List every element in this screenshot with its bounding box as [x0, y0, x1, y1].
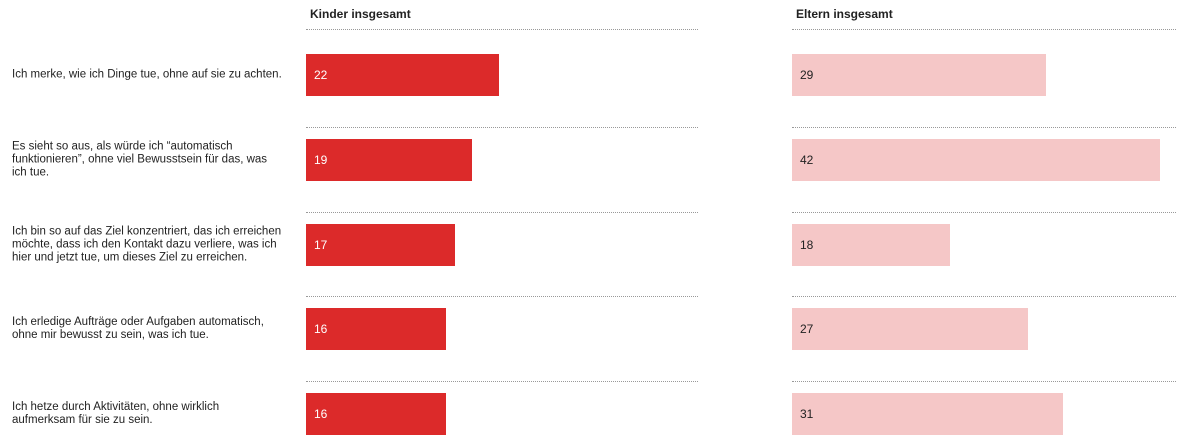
value-label: 27: [800, 322, 814, 337]
value-label: 18: [800, 237, 814, 252]
separator: [792, 381, 1177, 382]
separator: [306, 211, 698, 213]
bar: [306, 393, 446, 435]
separator: [792, 126, 1177, 128]
separator: [792, 29, 1177, 30]
value-label: 19: [314, 152, 328, 167]
value-label: 17: [314, 237, 328, 252]
value-label: 31: [800, 407, 814, 421]
value-label: 42: [800, 152, 814, 167]
bar: [306, 308, 446, 351]
category-label: Ich bin so auf das Ziel konzentriert, da…: [12, 225, 282, 263]
separator: [306, 126, 698, 128]
value-label: 16: [314, 407, 328, 421]
category-label: Es sieht so aus, als würde ich “automati…: [12, 140, 268, 179]
value-label: 22: [314, 68, 328, 82]
bar: [792, 223, 950, 266]
bar: [306, 223, 455, 266]
category-label: Ich merke, wie ich Dinge tue, ohne auf s…: [12, 68, 282, 81]
panel-header: Eltern insgesamt: [796, 7, 893, 21]
separator: [792, 211, 1177, 213]
bar: [792, 54, 1046, 96]
value-label: 16: [314, 322, 328, 337]
separator: [792, 296, 1177, 298]
category-label: Ich erledige Aufträge oder Aufgaben auto…: [12, 316, 264, 342]
category-label: Ich hetze durch Aktivitäten, ohne wirkli…: [12, 401, 220, 426]
bar: [306, 138, 473, 181]
panel-header: Kinder insgesamt: [310, 7, 411, 21]
bar: [792, 308, 1029, 351]
bar: [792, 138, 1160, 181]
bar: [792, 393, 1064, 435]
separator: [306, 296, 698, 298]
separator: [306, 381, 698, 382]
value-label: 29: [800, 68, 814, 82]
bar: [306, 54, 499, 96]
separator: [306, 29, 698, 30]
